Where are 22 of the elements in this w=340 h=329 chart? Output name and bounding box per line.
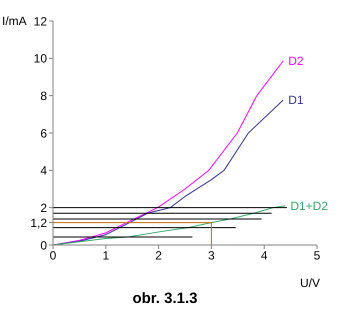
y-tick-label: 8 xyxy=(40,88,48,103)
y-tick-label: 4 xyxy=(40,164,48,178)
y-tick-label: 12 xyxy=(34,14,48,28)
y-tick-label: 1,2 xyxy=(30,216,48,230)
y-tick-label: 0 xyxy=(40,238,48,252)
x-tick-label: 4 xyxy=(260,248,268,263)
series-label: D2 xyxy=(288,54,304,68)
x-tick-label: 2 xyxy=(155,248,162,263)
x-tick-label: 0 xyxy=(50,248,57,263)
y-tick-label: 2 xyxy=(40,200,48,215)
x-axis-title: U/V xyxy=(300,276,320,290)
y-axis-title: I/mA xyxy=(2,14,27,28)
x-tick-label: 3 xyxy=(208,248,216,263)
series-label: D1+D2 xyxy=(290,198,328,213)
y-tick-label: 6 xyxy=(40,126,48,140)
line-series xyxy=(53,205,286,245)
line-series xyxy=(53,99,284,245)
series-label: D1 xyxy=(288,92,304,107)
x-tick-label: 1 xyxy=(102,248,110,263)
y-tick-label: 10 xyxy=(34,52,48,66)
text: obr. 3.1.3 xyxy=(131,290,199,307)
x-tick-label: 5 xyxy=(314,248,321,263)
